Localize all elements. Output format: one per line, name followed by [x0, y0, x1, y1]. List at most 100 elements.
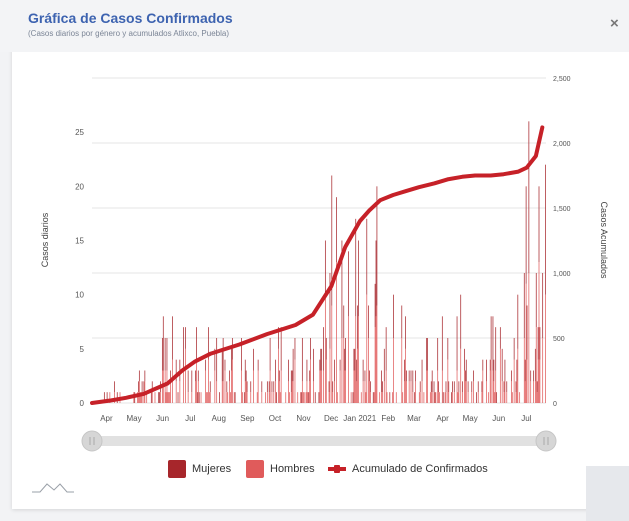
x-tick-label: May — [463, 414, 478, 423]
bar-mujeres — [301, 338, 303, 382]
bar-hombres — [289, 392, 290, 403]
range-navigator[interactable] — [81, 430, 557, 452]
bar-mujeres — [486, 359, 487, 382]
legend-item-acumulado[interactable]: Acumulado de Confirmados — [328, 461, 488, 477]
bar-hombres — [271, 392, 273, 403]
bar-mujeres — [339, 359, 341, 371]
bar-hombres — [200, 392, 202, 403]
bar-mujeres — [352, 392, 354, 403]
bar-mujeres — [103, 392, 105, 403]
bar-mujeres — [273, 381, 275, 393]
bar-mujeres — [319, 359, 321, 371]
y2-tick-label: 500 — [553, 336, 565, 343]
bar-hombres — [354, 370, 356, 403]
bar-mujeres — [170, 370, 172, 382]
bar-mujeres — [328, 381, 330, 393]
bar-mujeres — [309, 370, 311, 382]
bar-hombres — [167, 392, 169, 403]
bar-hombres — [185, 348, 186, 403]
bar-hombres — [191, 392, 193, 403]
bar-mujeres — [523, 273, 525, 338]
bar-mujeres — [414, 392, 416, 403]
bar-mujeres — [250, 381, 252, 393]
bar-hombres — [291, 381, 293, 403]
navigator-left-handle[interactable] — [81, 430, 103, 452]
bar-hombres — [404, 381, 405, 403]
bar-hombres — [195, 381, 196, 403]
bar-mujeres — [231, 348, 232, 371]
bar-mujeres — [246, 381, 248, 393]
bar-hombres — [471, 392, 473, 403]
bar-hombres — [350, 392, 352, 403]
bar-hombres — [464, 381, 466, 403]
bar-mujeres — [499, 327, 501, 349]
accumulated-line-group — [90, 125, 545, 405]
bar-hombres — [376, 305, 378, 403]
bar-hombres — [336, 392, 338, 403]
bar-mujeres — [214, 348, 216, 371]
x-tick-label: Jun — [492, 414, 505, 423]
bar-hombres — [323, 370, 324, 403]
y-tick-label: 25 — [75, 128, 84, 137]
bar-hombres — [231, 370, 232, 403]
bar-mujeres — [535, 273, 537, 328]
bar-mujeres — [538, 186, 540, 263]
bar-hombres — [109, 392, 111, 403]
trend-icon[interactable] — [32, 483, 74, 493]
bar-hombres — [447, 359, 449, 403]
legend-label-acumulado: Acumulado de Confirmados — [352, 463, 488, 475]
close-icon[interactable]: × — [610, 15, 619, 32]
bar-hombres — [429, 392, 431, 403]
bar-mujeres — [320, 348, 322, 371]
bar-mujeres — [162, 316, 164, 371]
bar-hombres — [320, 370, 322, 403]
bar-mujeres — [517, 294, 519, 349]
bar-hombres — [166, 370, 168, 403]
bar-hombres — [279, 392, 281, 403]
bar-hombres — [525, 283, 527, 403]
bar-hombres — [250, 392, 252, 403]
bar-mujeres — [453, 381, 455, 393]
bar-mujeres — [275, 359, 276, 382]
navigator-track[interactable] — [92, 436, 546, 446]
bar-hombres — [292, 381, 294, 403]
legend-item-mujeres[interactable]: Mujeres — [168, 460, 232, 478]
bar-hombres — [325, 359, 327, 403]
bar-hombres — [542, 338, 544, 403]
bar-hombres — [427, 370, 428, 403]
bar-hombres — [486, 381, 487, 403]
y2-tick-label: 1,500 — [553, 206, 571, 213]
navigator-right-handle[interactable] — [535, 430, 557, 452]
bar-mujeres — [501, 348, 503, 382]
bar-hombres — [401, 338, 403, 403]
bar-mujeres — [368, 305, 370, 338]
legend-label-mujeres: Mujeres — [192, 463, 232, 475]
bar-hombres — [419, 392, 421, 403]
bar-hombres — [467, 392, 469, 403]
bar-mujeres — [438, 381, 439, 393]
bar-mujeres — [244, 359, 246, 382]
y-tick-label: 10 — [75, 291, 84, 300]
bar-hombres — [137, 392, 138, 403]
bar-hombres — [169, 392, 171, 403]
bar-mujeres — [389, 392, 391, 403]
x-tick-label: Jan 2021 — [343, 414, 376, 423]
bar-hombres — [280, 370, 282, 403]
chart-subtitle: (Casos diarios por género y acumulados A… — [28, 29, 229, 38]
bar-hombres — [358, 316, 359, 403]
bar-hombres — [370, 392, 371, 403]
legend-item-hombres[interactable]: Hombres — [246, 460, 315, 478]
bar-mujeres — [185, 327, 186, 349]
daily-bars — [103, 121, 546, 403]
bar-mujeres — [294, 338, 296, 360]
bar-mujeres — [467, 381, 469, 393]
bar-mujeres — [489, 359, 491, 371]
bar-hombres — [143, 392, 145, 403]
bar-hombres — [231, 359, 233, 403]
bar-hombres — [360, 392, 362, 403]
y2-tick-label: 0 — [553, 401, 557, 408]
bar-mujeres — [447, 338, 449, 360]
bar-hombres — [197, 381, 199, 403]
bar-hombres — [214, 370, 216, 403]
legend-label-hombres: Hombres — [270, 463, 315, 475]
